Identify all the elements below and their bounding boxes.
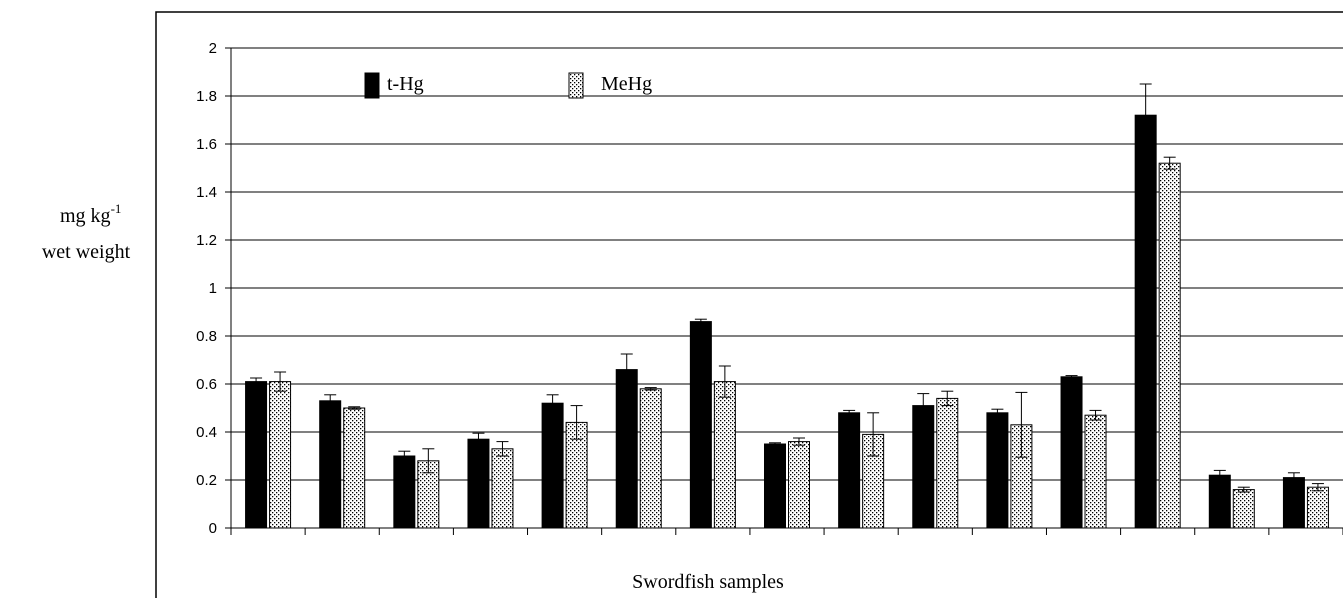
bar-t-hg-12 — [1060, 376, 1083, 529]
bar-t-hg-5 — [541, 402, 564, 529]
gridlines — [231, 47, 1343, 481]
bar-t-hg-4 — [467, 438, 490, 529]
legend-swatch-t-hg — [364, 72, 380, 99]
y-tick-label: 1.4 — [196, 184, 217, 201]
bar-t-hg-2 — [319, 400, 342, 529]
bar-mehg-15 — [1306, 486, 1329, 529]
y-tick-label: 1.6 — [196, 136, 217, 153]
bar-mehg-14 — [1232, 489, 1255, 529]
bar-t-hg-6 — [615, 369, 638, 529]
bar-t-hg-7 — [689, 321, 712, 529]
legend: t-Hg MeHg — [364, 72, 652, 99]
bar-mehg-1 — [269, 381, 292, 529]
bar-mehg-12 — [1084, 414, 1107, 529]
x-axis-title: Swordfish samples — [632, 571, 784, 593]
bar-t-hg-14 — [1208, 474, 1231, 529]
y-axis-label-line2: wet weight — [42, 241, 131, 263]
bar-mehg-8 — [788, 441, 810, 529]
y-tick-label: 0.4 — [196, 424, 217, 441]
error-bars — [250, 83, 1324, 493]
bar-t-hg-8 — [764, 443, 786, 529]
y-tick-label: 1.2 — [196, 232, 217, 249]
legend-swatch-mehg — [568, 72, 584, 99]
bar-t-hg-3 — [393, 455, 416, 529]
bar-mehg-13 — [1158, 162, 1181, 529]
y-tick-label: 0.2 — [196, 472, 217, 489]
bars — [245, 114, 1329, 529]
bar-t-hg-10 — [912, 405, 935, 529]
y-axis-label-base: mg kg — [60, 205, 111, 227]
y-axis-label-sup: -1 — [111, 201, 122, 216]
bar-t-hg-1 — [245, 381, 268, 529]
legend-label-mehg: MeHg — [601, 73, 652, 95]
chart-frame — [155, 11, 1343, 598]
bar-t-hg-9 — [838, 412, 861, 529]
y-tick-label: 1 — [209, 280, 217, 297]
legend-label-t-hg: t-Hg — [387, 73, 424, 95]
y-tick-label: 2 — [209, 40, 217, 57]
y-tick-labels: 0 0.2 0.4 0.6 0.8 1 1.2 1.4 1.6 1.8 2 — [196, 40, 231, 537]
bar-mehg-6 — [639, 388, 662, 529]
x-ticks — [230, 528, 1343, 535]
bar-mehg-2 — [343, 407, 366, 529]
y-tick-label: 0 — [209, 520, 217, 537]
y-tick-label: 1.8 — [196, 88, 217, 105]
y-tick-label: 0.6 — [196, 376, 217, 393]
bar-t-hg-13 — [1134, 114, 1157, 529]
bar-t-hg-15 — [1282, 477, 1305, 529]
bar-mehg-4 — [491, 448, 514, 529]
y-tick-label: 0.8 — [196, 328, 217, 345]
y-axis-label-line1: mg kg-1 — [60, 201, 121, 227]
bar-mehg-7 — [713, 381, 736, 529]
bar-t-hg-11 — [986, 412, 1009, 529]
bar-mehg-10 — [936, 397, 959, 529]
